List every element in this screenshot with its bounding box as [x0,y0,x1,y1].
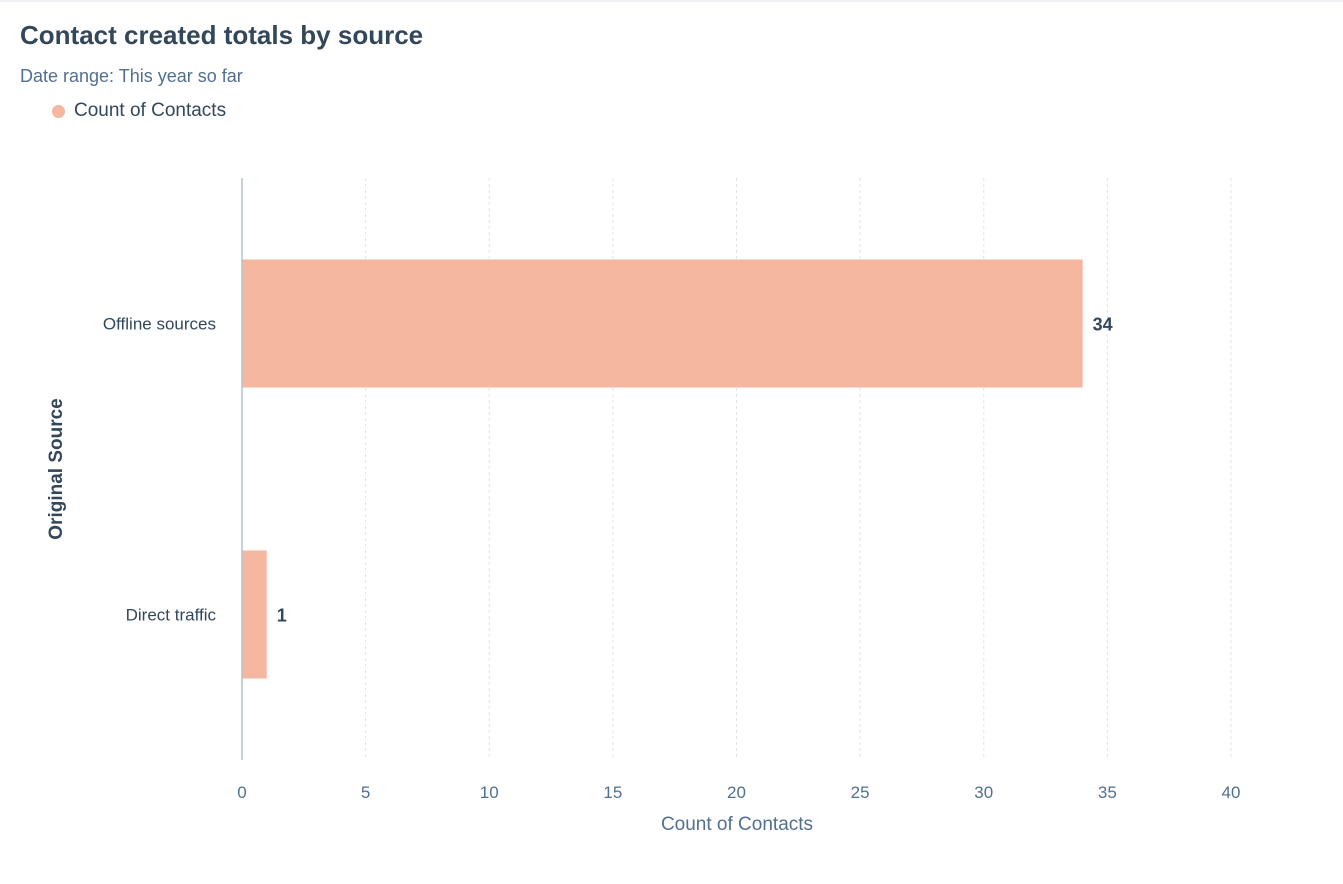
data-label: 34 [1093,315,1113,335]
x-tick-label: 0 [237,783,246,802]
legend: Count of Contacts [52,100,226,122]
x-tick-label: 15 [603,783,622,802]
x-tick-label: 5 [361,783,370,802]
y-tick-label: Offline sources [103,315,216,334]
x-tick-label: 40 [1222,783,1241,802]
x-tick-label: 20 [727,783,746,802]
x-tick-label: 25 [851,783,870,802]
top-border [0,0,1343,2]
legend-swatch [52,104,65,118]
x-axis-label: Count of Contacts [661,814,813,835]
chart-subtitle: Date range: This year so far [20,66,243,86]
bar[interactable] [242,550,267,679]
x-tick-label: 35 [1098,783,1117,802]
x-tick-label: 30 [974,783,993,802]
x-tick-label: 10 [480,783,499,802]
legend-label: Count of Contacts [74,100,227,121]
chart-title: Contact created totals by source [20,20,424,50]
y-axis-label: Original Source [46,398,67,539]
data-label: 1 [277,606,287,626]
bar[interactable] [242,259,1083,388]
y-tick-label: Direct traffic [126,606,217,625]
